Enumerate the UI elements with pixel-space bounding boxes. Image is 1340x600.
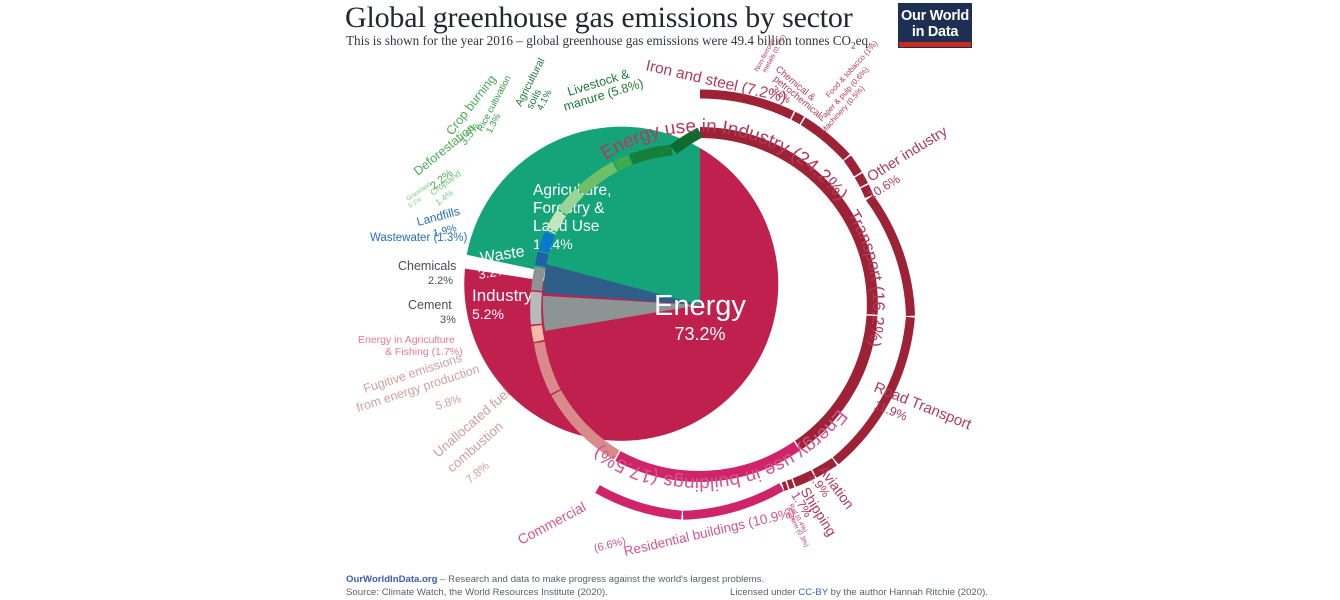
label-energy-pct: 73.2% — [674, 324, 725, 344]
label-waste-pct: 3.2% — [477, 262, 509, 282]
ring-segment-unallocated-fuel[interactable] — [551, 390, 620, 460]
ring-segment-cement[interactable] — [530, 291, 542, 325]
ring-segment-rice-cultivation[interactable] — [613, 154, 632, 171]
label-cement-pct: 3% — [440, 314, 456, 326]
ring2-segment-commercial[interactable] — [595, 485, 683, 520]
label-cement: Cement — [408, 298, 452, 312]
label-energy-agri-l1: Energy in Agriculture — [358, 334, 455, 346]
middle-ring-group — [530, 127, 878, 482]
footer-line-2: Source: Climate Watch, the World Resourc… — [346, 586, 988, 600]
label-waste: Waste — [479, 243, 526, 267]
logo-red-bar — [899, 42, 971, 47]
ring-segment-energy-use-buildings[interactable] — [615, 441, 800, 482]
ring-segment-fugitive-emissions[interactable] — [533, 341, 561, 395]
logo-line-2: in Data — [911, 24, 959, 40]
ring-segment-wastewater[interactable] — [534, 251, 549, 267]
ring-segment-transport[interactable] — [794, 315, 878, 450]
ring2-segment-chemical-petrochemical[interactable] — [800, 117, 850, 161]
subtitle-post: eq. — [855, 33, 872, 48]
footer: OurWorldInData.org – Research and data t… — [346, 574, 988, 600]
label-industry: Industry — [472, 286, 533, 305]
ring-segment-energy-use-industry[interactable] — [699, 127, 878, 315]
ring2-segment-machinery[interactable] — [860, 184, 874, 199]
ring2-segment-residential-buildings[interactable] — [682, 483, 784, 520]
ring2-segment-aviation[interactable] — [812, 458, 837, 478]
ring-segment-landfills[interactable] — [538, 231, 556, 254]
footer-line-1: OurWorldInData.org – Research and data t… — [346, 574, 986, 587]
label-chemicals-pct: 2.2% — [428, 275, 453, 287]
ring2-segment-nonferrous-metals[interactable] — [791, 111, 805, 125]
pie-slice-waste[interactable] — [543, 264, 700, 305]
owid-logo[interactable]: Our World in Data — [898, 3, 972, 48]
ring2-segment-rail[interactable] — [786, 478, 795, 490]
license-pre: Licensed under — [730, 586, 799, 598]
label-wastewater: Wastewater (1.3%) — [370, 232, 468, 244]
label-commercial-l2: (6.6%) — [593, 535, 627, 554]
logo-line-1: Our World — [901, 8, 969, 24]
page-title: Global greenhouse gas emissions by secto… — [345, 1, 853, 34]
inner-pie-group — [464, 126, 779, 441]
ring-segment-cropland[interactable] — [546, 209, 567, 233]
ring-segment-chemicals[interactable] — [531, 266, 546, 292]
ring2-segment-shipping[interactable] — [792, 470, 816, 487]
owid-link[interactable]: OurWorldInData.org — [346, 574, 438, 585]
label-energy: Energy — [654, 290, 746, 322]
ring2-segment-iron-steel[interactable] — [699, 89, 794, 120]
pie-slice-agriculture[interactable] — [466, 126, 700, 306]
outer-ring-group — [595, 89, 915, 520]
ring2-segment-paper-pulp[interactable] — [854, 173, 868, 188]
subtitle-sub: 2 — [851, 40, 856, 51]
subtitle-pre: This is shown for the year 2016 – global… — [346, 33, 852, 48]
ring2-segment-road-transport[interactable] — [832, 316, 915, 465]
ring2-segment-other-industry[interactable] — [866, 195, 915, 316]
ring2-segment-food-tobacco[interactable] — [843, 155, 862, 177]
pie-slice-industry[interactable] — [542, 295, 700, 331]
ring-segment-deforestation[interactable] — [558, 188, 584, 216]
ring-segment-crop-burning[interactable] — [577, 161, 618, 196]
ring2-segment-pipeline[interactable] — [781, 481, 789, 491]
label-landfills-pct: 1.9% — [432, 222, 458, 240]
footer-license: Licensed under CC-BY by the author Hanna… — [730, 587, 988, 600]
cc-by-link[interactable]: CC-BY — [798, 586, 828, 598]
label-other-industry: Other industry — [865, 123, 951, 185]
label-fugitive-l3: 5.8% — [434, 393, 463, 413]
label-commercial-l1: Commercial — [515, 498, 588, 547]
license-post: by the author Hannah Ritchie (2020). — [827, 586, 988, 598]
label-chemicals: Chemicals — [398, 259, 456, 273]
page-subtitle: This is shown for the year 2016 – global… — [346, 33, 946, 51]
label-energy-agri-l2: & Fishing (1.7%) — [385, 346, 463, 358]
label-unallocated-l3: 7.8% — [464, 460, 492, 486]
footer-source: Source: Climate Watch, the World Resourc… — [346, 586, 608, 598]
label-industry-pct: 5.2% — [472, 306, 504, 322]
ring-segment-energy-agriculture[interactable] — [530, 324, 545, 343]
label-agriculture-l3: Land Use — [533, 218, 599, 235]
ring-segment-livestock-manure[interactable] — [670, 127, 703, 155]
ring-segment-grassland[interactable] — [545, 228, 557, 235]
ring-segment-agricultural-soils[interactable] — [629, 144, 673, 165]
pie-inner-labels: Energy 73.2% Agriculture, Forestry & Lan… — [472, 182, 746, 344]
footer-tagline: – Research and data to make progress aga… — [437, 574, 765, 585]
